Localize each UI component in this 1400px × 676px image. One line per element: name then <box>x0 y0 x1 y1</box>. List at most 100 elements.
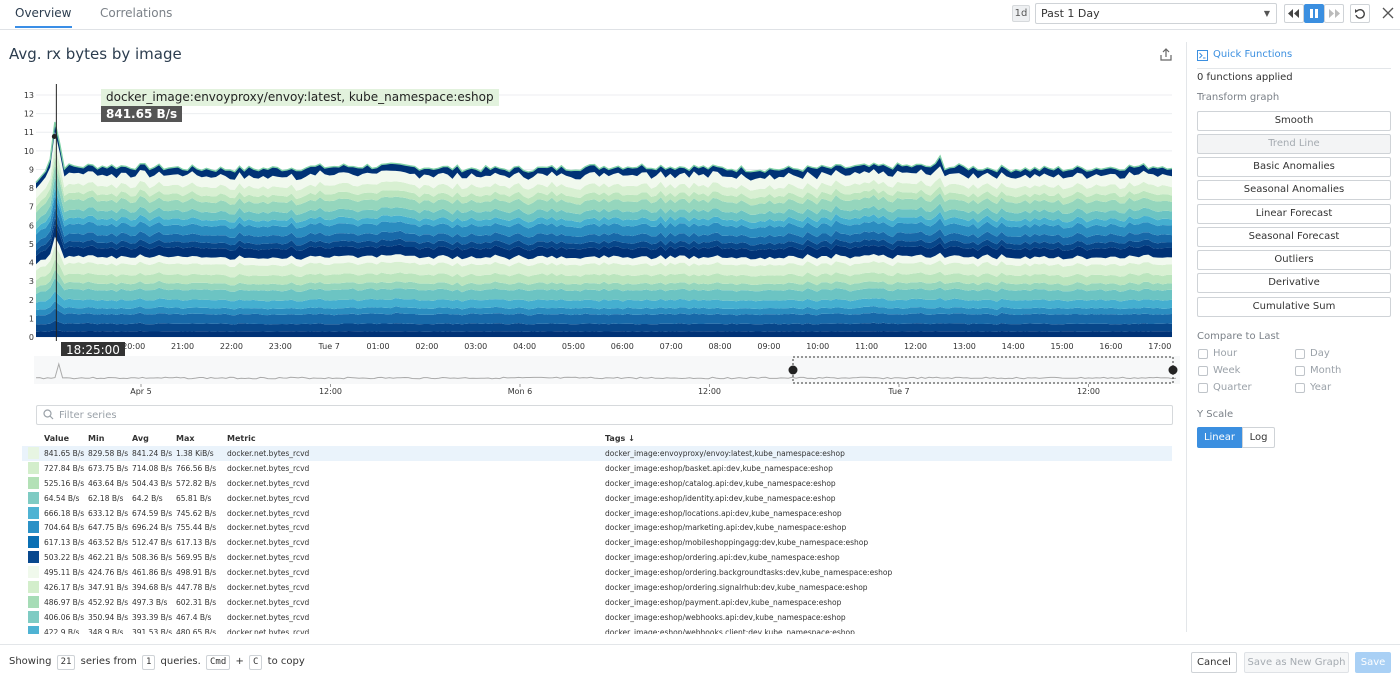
table-row[interactable]: 617.13 B/s 463.52 B/s 512.47 B/s 617.13 B/s… <box>22 535 1172 550</box>
cell-value: 64.54 B/s <box>44 493 80 503</box>
series-area[interactable] <box>36 188 1172 235</box>
compare-hour-checkbox[interactable]: Hour <box>1198 348 1237 359</box>
series-area[interactable] <box>36 245 1172 281</box>
series-area[interactable] <box>36 156 1172 213</box>
series-area[interactable] <box>36 217 1172 257</box>
cell-tags: docker_image:eshop/marketing.api:dev,kub… <box>605 523 847 533</box>
compare-day-checkbox[interactable]: Day <box>1295 348 1330 359</box>
table-row[interactable]: 841.65 B/s 829.58 B/s 841.24 B/s 1.38 KiB/s… <box>22 446 1172 461</box>
navigator-right-handle[interactable] <box>1168 365 1178 375</box>
derivative-button[interactable]: Derivative <box>1197 273 1391 293</box>
cell-metric: docker.net.bytes_rcvd <box>227 493 310 503</box>
reset-button[interactable] <box>1350 4 1370 23</box>
x-tick-label: 01:00 <box>366 342 389 351</box>
previous-period-button[interactable] <box>1284 4 1304 23</box>
trend-line-button[interactable]: Trend Line <box>1197 134 1391 154</box>
save-as-new-graph-button[interactable]: Save as New Graph <box>1244 652 1349 673</box>
compare-quarter-checkbox[interactable]: Quarter <box>1198 382 1252 393</box>
linear-forecast-button[interactable]: Linear Forecast <box>1197 204 1391 224</box>
navigator-tick-label: 12:00 <box>1077 387 1100 396</box>
series-area[interactable] <box>36 301 1172 316</box>
y-scale-linear-button[interactable]: Linear <box>1197 427 1242 448</box>
y-scale-log-button[interactable]: Log <box>1242 427 1275 448</box>
x-tick-label: 05:00 <box>562 342 585 351</box>
close-button[interactable] <box>1380 5 1396 21</box>
col-header-value[interactable]: Value <box>44 434 70 443</box>
to-copy-text: to copy <box>267 656 305 667</box>
x-tick-label: 07:00 <box>660 342 683 351</box>
col-header-avg[interactable]: Avg <box>132 434 149 443</box>
x-tick-label: 13:00 <box>953 342 976 351</box>
plus-text: + <box>235 656 244 667</box>
table-row[interactable]: 64.54 B/s 62.18 B/s 64.2 B/s 65.81 B/s docke… <box>22 491 1172 506</box>
series-area[interactable] <box>36 330 1172 337</box>
seasonal-anomalies-button[interactable]: Seasonal Anomalies <box>1197 180 1391 200</box>
seasonal-forecast-button[interactable]: Seasonal Forecast <box>1197 227 1391 247</box>
series-area[interactable] <box>36 259 1172 288</box>
col-header-min[interactable]: Min <box>88 434 105 443</box>
save-button[interactable]: Save <box>1355 652 1391 673</box>
table-row[interactable]: 495.11 B/s 424.76 B/s 461.86 B/s 498.91 B/s… <box>22 565 1172 580</box>
quick-functions-link[interactable]: Quick Functions <box>1197 49 1292 61</box>
pause-button[interactable] <box>1304 4 1324 23</box>
cell-avg: 394.68 B/s <box>132 583 173 593</box>
cell-tags: docker_image:eshop/ordering.backgroundta… <box>605 568 893 578</box>
cumulative-sum-button[interactable]: Cumulative Sum <box>1197 297 1391 317</box>
basic-anomalies-button[interactable]: Basic Anomalies <box>1197 157 1391 177</box>
outliers-button[interactable]: Outliers <box>1197 250 1391 270</box>
transform-graph-label: Transform graph <box>1197 92 1280 103</box>
filter-series-field[interactable] <box>36 405 1173 425</box>
table-row[interactable]: 704.64 B/s 647.75 B/s 696.24 B/s 755.44 B/s… <box>22 520 1172 535</box>
table-row[interactable]: 406.06 B/s 350.94 B/s 393.39 B/s 467.4 B/s d… <box>22 610 1172 625</box>
timeframe-select[interactable]: Past 1 Day ▼ <box>1035 3 1277 24</box>
prev-icon <box>1288 9 1299 18</box>
series-area[interactable] <box>36 165 1172 223</box>
series-area[interactable] <box>36 308 1172 325</box>
export-icon[interactable] <box>1159 48 1173 62</box>
cell-value: 503.22 B/s <box>44 553 85 563</box>
col-header-tags[interactable]: Tags ↓ <box>605 434 635 443</box>
col-header-metric[interactable]: Metric <box>227 434 256 443</box>
series-area[interactable] <box>36 225 1172 265</box>
compare-week-checkbox[interactable]: Week <box>1198 365 1240 376</box>
table-row[interactable]: 666.18 B/s 633.12 B/s 674.59 B/s 745.62 B/s… <box>22 506 1172 521</box>
series-area[interactable] <box>36 122 1172 189</box>
cancel-button[interactable]: Cancel <box>1191 652 1237 673</box>
series-area[interactable] <box>36 320 1172 332</box>
table-row[interactable]: 422.9 B/s 348.9 B/s 391.53 B/s 480.65 B/s do… <box>22 625 1172 634</box>
compare-day-label: Day <box>1310 348 1330 359</box>
next-period-button[interactable] <box>1324 4 1344 23</box>
series-area[interactable] <box>36 207 1172 251</box>
timeline-navigator[interactable]: Apr 5 12:00 Mon 6 12:00 Tue 7 12:00 <box>34 356 1180 398</box>
y-scale-label: Y Scale <box>1197 409 1234 420</box>
series-area[interactable] <box>36 278 1172 303</box>
series-area[interactable] <box>36 145 1172 207</box>
table-row[interactable]: 525.16 B/s 463.64 B/s 504.43 B/s 572.82 B/s… <box>22 476 1172 491</box>
series-area[interactable] <box>36 131 1172 199</box>
series-area[interactable] <box>36 291 1172 311</box>
tab-correlations[interactable]: Correlations <box>100 6 173 20</box>
smooth-button[interactable]: Smooth <box>1197 111 1391 131</box>
table-row[interactable]: 486.97 B/s 452.92 B/s 497.3 B/s 602.31 B/s d… <box>22 595 1172 610</box>
tab-overview[interactable]: Overview <box>15 6 72 28</box>
series-line-highlight[interactable] <box>35 121 1173 183</box>
navigator-left-handle[interactable] <box>788 365 798 375</box>
series-area[interactable] <box>36 236 1172 271</box>
cell-min: 829.58 B/s <box>88 449 129 458</box>
compare-year-checkbox[interactable]: Year <box>1295 382 1331 393</box>
col-header-max[interactable]: Max <box>176 434 195 443</box>
table-row[interactable]: 727.84 B/s 673.75 B/s 714.08 B/s 766.56 B/s… <box>22 461 1172 476</box>
table-row[interactable]: 503.22 B/s 462.21 B/s 508.36 B/s 569.95 B/s… <box>22 550 1172 565</box>
series-area[interactable] <box>36 269 1172 294</box>
cell-metric: docker.net.bytes_rcvd <box>227 449 310 458</box>
cell-min: 62.18 B/s <box>88 493 124 503</box>
series-area[interactable] <box>36 177 1172 230</box>
table-row[interactable]: 426.17 B/s 347.91 B/s 394.68 B/s 447.78 B/s… <box>22 580 1172 595</box>
cell-max: 745.62 B/s <box>176 508 217 518</box>
cell-value: 406.06 B/s <box>44 612 85 622</box>
filter-series-input[interactable] <box>57 407 657 423</box>
compare-month-checkbox[interactable]: Month <box>1295 365 1341 376</box>
x-tick-label: 03:00 <box>464 342 487 351</box>
series-area[interactable] <box>36 196 1172 244</box>
